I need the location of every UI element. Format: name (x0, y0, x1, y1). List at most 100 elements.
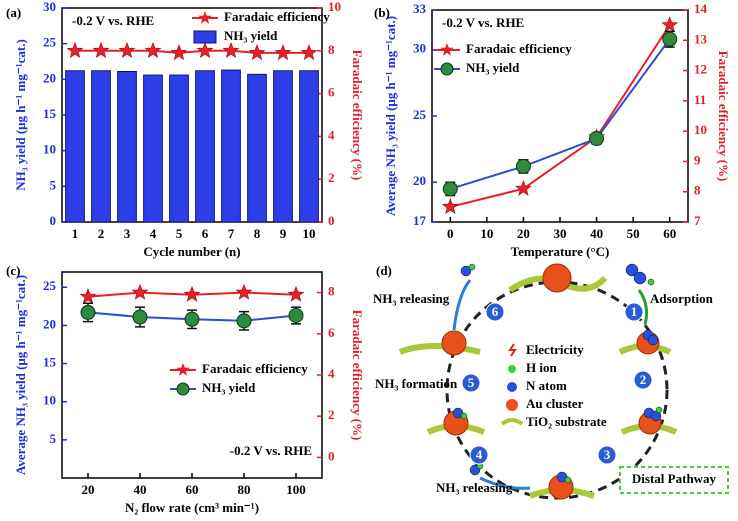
marker (589, 131, 605, 147)
y-tick-label: 20 (43, 316, 56, 331)
legend-icon (507, 382, 517, 392)
marker (196, 41, 214, 58)
y2-axis-label: Faradaic efficiency (%) (350, 310, 365, 441)
legend-label: Faradaic efficiency (224, 9, 330, 24)
bar (299, 70, 319, 223)
marker (515, 158, 531, 174)
x-tick-label: 10 (480, 226, 493, 241)
y2-tick-label: 9 (694, 152, 701, 167)
x-tick-label: 80 (238, 482, 251, 497)
marker (288, 307, 304, 323)
legend-marker (440, 62, 454, 76)
y-tick-label: 10 (43, 142, 56, 157)
panel-label: (c) (6, 263, 20, 278)
x-axis-label: Temperature (°C) (511, 244, 610, 259)
bar (143, 74, 163, 223)
y-tick-label: 33 (413, 1, 427, 16)
x-tick-label: 60 (186, 482, 199, 497)
panel-label: (d) (376, 263, 392, 278)
y2-tick-label: 12 (694, 62, 707, 77)
step-badge (633, 370, 653, 390)
x-tick-label: 100 (286, 482, 306, 497)
marker (92, 41, 110, 58)
pathway-label: Distal Pathway (632, 471, 717, 486)
marker (662, 31, 678, 47)
y2-axis-label: Faradaic efficiency (%) (350, 50, 365, 181)
y2-axis-label: Faradaic efficiency (%) (716, 51, 731, 182)
marker (274, 44, 292, 61)
y-tick-label: 20 (413, 173, 426, 188)
arrow (479, 476, 531, 490)
y-tick-label: 10 (43, 393, 56, 408)
y2-tick-label: 4 (328, 127, 335, 142)
x-tick-label: 3 (124, 226, 131, 241)
step-label: Adsorption (650, 291, 714, 306)
series-line (450, 38, 671, 190)
marker (661, 16, 679, 33)
legend-label: Faradaic efficiency (202, 361, 308, 376)
x-tick-label: 7 (228, 226, 235, 241)
marker (79, 287, 97, 304)
bar (273, 70, 293, 223)
legend-label: Au cluster (526, 396, 584, 411)
marker (184, 311, 200, 327)
series-line (450, 24, 671, 208)
y-axis-label: Average NH₃ yield (μg h⁻¹ mg⁻¹cat.) (13, 275, 28, 475)
y-tick-label: 25 (43, 278, 57, 293)
step-number: 4 (476, 447, 483, 462)
y-tick-label: 0 (50, 213, 57, 228)
marker (131, 283, 149, 300)
y-tick-label: 5 (50, 177, 57, 192)
bar (247, 73, 267, 223)
marker (441, 198, 459, 214)
x-tick-label: 50 (627, 226, 640, 241)
legend-label: Faradaic efficiency (466, 41, 572, 56)
legend-icon (500, 418, 524, 426)
y-tick-label: 5 (50, 431, 57, 446)
y2-tick-label: 8 (328, 42, 335, 57)
legend-swatch (193, 30, 217, 44)
pathway-box (619, 466, 729, 494)
x-tick-label: 60 (663, 226, 676, 241)
legend-label: NH₃ yield (224, 28, 278, 43)
x-tick-label: 40 (134, 482, 147, 497)
step-label: NH₃ formation (375, 376, 458, 391)
step-label: NH₃ releasing (436, 480, 513, 495)
marker (514, 179, 532, 196)
legend-icon (506, 399, 518, 411)
legend-label: H ion (526, 360, 557, 375)
legend-label: TiO₂ substrate (526, 414, 607, 429)
y2-tick-label: 11 (694, 92, 706, 107)
x-tick-label: 6 (202, 226, 209, 241)
y2-tick-label: 2 (328, 407, 335, 422)
bar (117, 70, 137, 223)
step-number: 3 (604, 447, 611, 462)
y2-tick-label: 13 (694, 31, 708, 46)
x-tick-label: 0 (447, 226, 454, 241)
x-tick-label: 2 (98, 226, 105, 241)
x-tick-label: 8 (254, 226, 261, 241)
marker (236, 313, 252, 329)
y-axis-label: NH₃ yield (μg h⁻¹ mg⁻¹cat.) (13, 39, 28, 191)
y-tick-label: 30 (413, 41, 426, 56)
y2-tick-label: 8 (328, 284, 335, 299)
marker (132, 309, 148, 325)
y2-tick-label: 10 (328, 0, 341, 14)
y-tick-label: 30 (43, 0, 56, 14)
marker (287, 285, 305, 302)
step-badge (597, 445, 617, 465)
legend-marker (176, 382, 190, 396)
y2-tick-label: 4 (328, 366, 335, 381)
x-axis-label: Cycle number (n) (143, 244, 240, 259)
legend-marker (198, 11, 212, 24)
y2-tick-label: 8 (694, 183, 701, 198)
legend-marker (176, 363, 190, 376)
y2-tick-label: 2 (328, 170, 335, 185)
x-tick-label: 4 (150, 226, 157, 241)
step-number: 1 (631, 304, 638, 319)
x-axis-label: N₂ flow rate (cm³ min⁻¹) (125, 500, 259, 515)
legend-icon (508, 343, 517, 357)
y2-tick-label: 6 (328, 85, 335, 100)
marker (118, 41, 136, 58)
